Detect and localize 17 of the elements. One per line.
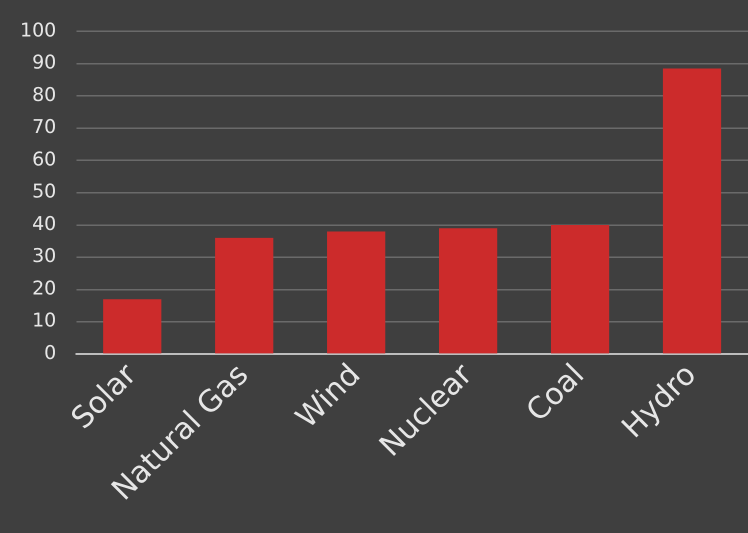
y-tick-label: 30: [32, 245, 56, 268]
y-tick-label: 0: [44, 342, 56, 364]
y-tick-label: 70: [32, 116, 56, 138]
bar: [662, 68, 722, 354]
bar: [327, 231, 386, 354]
y-tick-label: 40: [32, 212, 56, 235]
y-tick-label: 20: [32, 277, 56, 300]
bar: [550, 225, 610, 354]
y-tick-label: 90: [32, 52, 56, 74]
y-tick-label: 10: [32, 310, 56, 332]
bar: [439, 228, 498, 354]
y-tick-label: 50: [32, 180, 56, 203]
y-tick-label: 60: [32, 148, 56, 170]
y-tick-label: 80: [32, 84, 56, 106]
bar: [103, 299, 162, 354]
bar: [215, 238, 274, 354]
y-tick-label: 100: [20, 19, 56, 42]
